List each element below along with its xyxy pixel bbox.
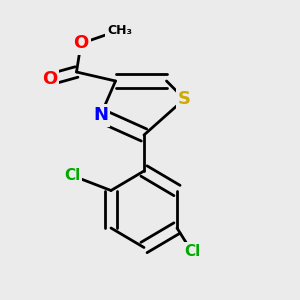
Text: Cl: Cl [184, 244, 200, 260]
Text: S: S [178, 90, 191, 108]
Text: O: O [74, 34, 88, 52]
Text: O: O [42, 70, 57, 88]
Text: CH₃: CH₃ [107, 23, 133, 37]
Text: N: N [93, 106, 108, 124]
Text: Cl: Cl [64, 168, 80, 183]
